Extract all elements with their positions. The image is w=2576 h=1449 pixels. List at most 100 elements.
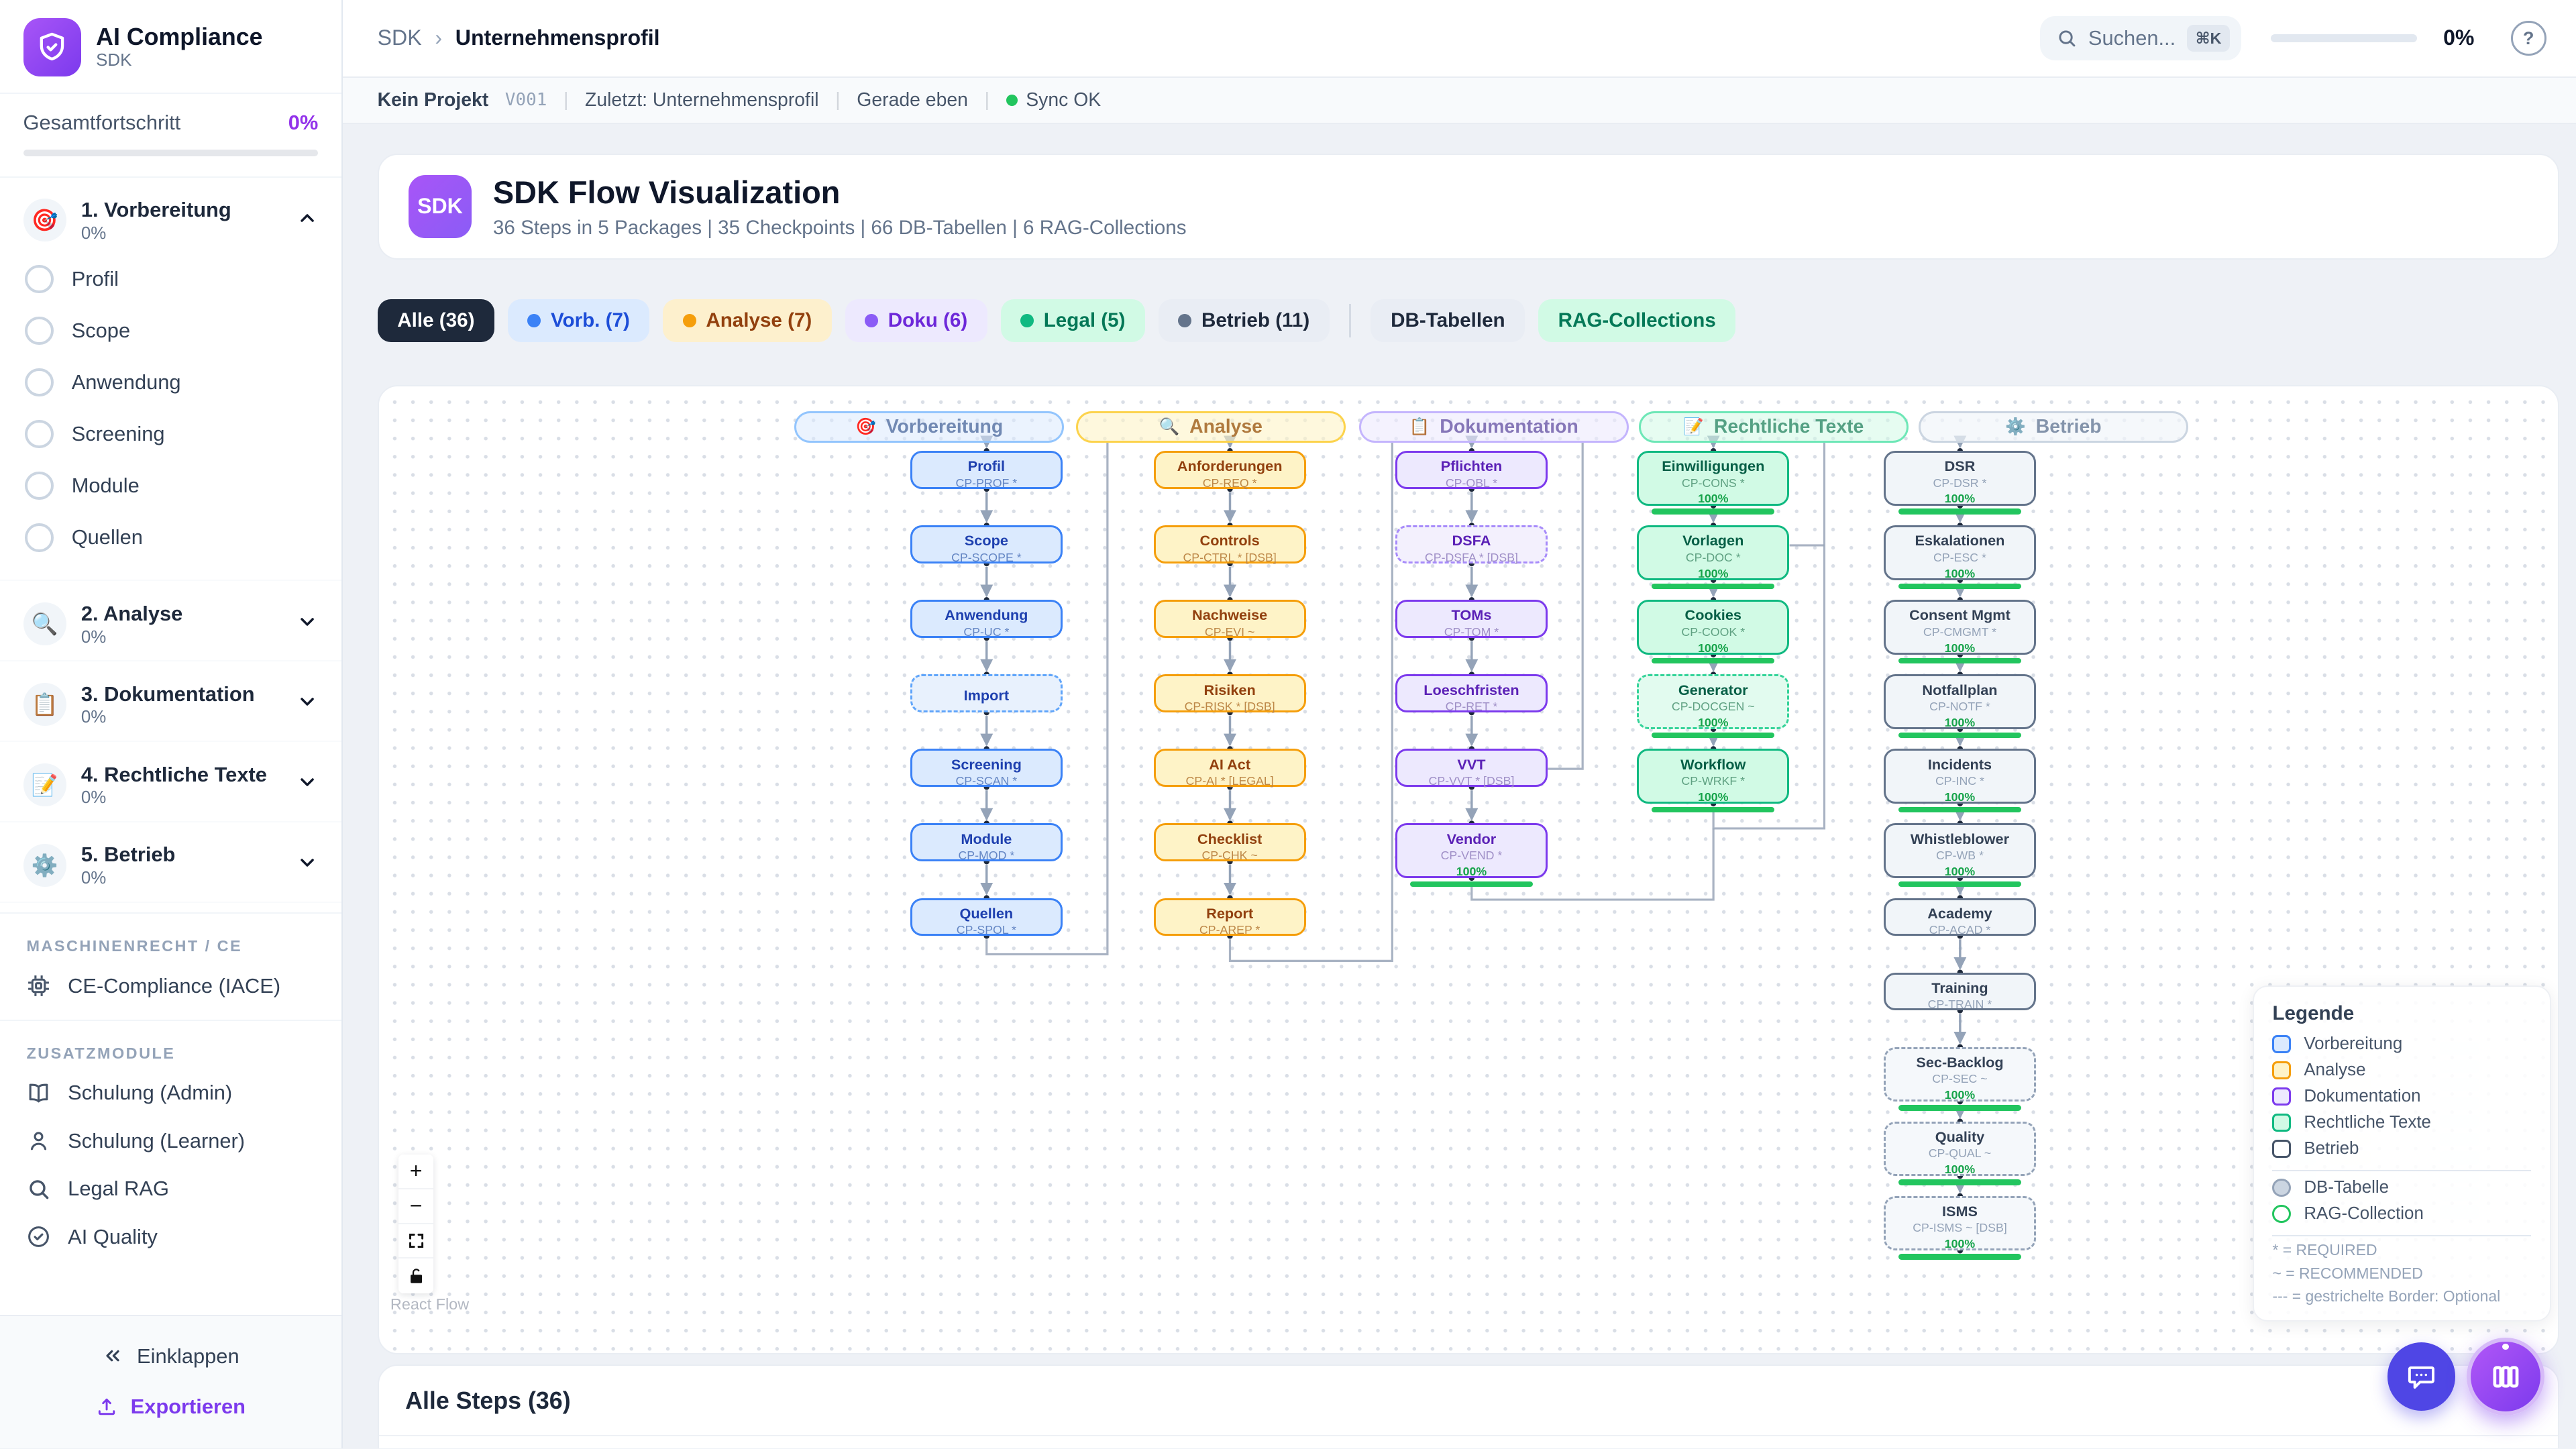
sidebar-item-quellen[interactable]: Quellen (20, 512, 322, 564)
flow-node-quality[interactable]: Quality CP-QUAL ~100% (1883, 1121, 2036, 1185)
sidebar-item-anwendung[interactable]: Anwendung (20, 357, 322, 409)
flow-node-einwilligungen[interactable]: Einwilligungen CP-CONS * 100% (1637, 451, 1790, 515)
search-input[interactable]: Suchen... ⌘K (2040, 15, 2242, 61)
flow-node-consent-mgmt[interactable]: Consent Mgmt CP-CMGMT * 100% (1883, 600, 2036, 664)
chip-dot-icon (1020, 314, 1034, 327)
zoom-out-button[interactable]: − (398, 1189, 434, 1224)
flow-node-whistleblower[interactable]: Whistleblower CP-WB * 100% (1883, 823, 2036, 888)
sidebar-subitems: Profil Scope Anwendung Screening Module Quell… (20, 250, 322, 573)
topbar-progress-track (2271, 34, 2417, 43)
flow-node-generator[interactable]: Generator CP-DOCGEN ~100% (1637, 674, 1790, 739)
flow-node-loeschfristen[interactable]: Loeschfristen CP-RET * (1395, 674, 1548, 713)
package-header-blue[interactable]: 🎯 Vorbereitung (794, 411, 1065, 443)
flow-node-module[interactable]: Module CP-MOD * (910, 823, 1063, 862)
sidebar-section-header-5[interactable]: ⚙️ 5. Betrieb 0% (20, 836, 322, 895)
package-header-slate[interactable]: ⚙️ Betrieb (1918, 411, 2189, 443)
package-emoji-icon: 🎯 (855, 417, 876, 436)
legend-circle-icon (2272, 1178, 2291, 1197)
legend-title: Legende (2272, 1002, 2355, 1024)
legend-swatch-icon (2272, 1113, 2291, 1132)
app-subtitle: SDK (96, 51, 132, 70)
flow-node-risiken[interactable]: Risiken CP-RISK * [DSB] (1153, 674, 1306, 713)
flow-node-checklist[interactable]: Checklist CP-CHK ~ (1153, 823, 1306, 862)
flow-node-incidents[interactable]: Incidents CP-INC * 100% (1883, 749, 2036, 813)
export-button[interactable]: Exportieren (0, 1381, 341, 1432)
filter-chip-alle-36-[interactable]: Alle (36) (377, 299, 495, 342)
sidebar-section-header-2[interactable]: 🔍 2. Analyse 0% (20, 594, 322, 653)
flow-node-pflichten[interactable]: Pflichten CP-OBL * (1395, 451, 1548, 490)
flow-node-dsfa[interactable]: DSFA CP-DSFA * [DSB] (1395, 525, 1548, 564)
flow-node-scope[interactable]: Scope CP-SCOPE * (910, 525, 1063, 564)
sidebar-item-ce-compliance-iace-[interactable]: CE-Compliance (IACE) (0, 962, 341, 1010)
breadcrumb-root[interactable]: SDK (377, 25, 422, 50)
search-shortcut-badge: ⌘K (2187, 24, 2230, 52)
sidebar-item-scope[interactable]: Scope (20, 305, 322, 356)
sidebar-item-module[interactable]: Module (20, 460, 322, 512)
flow-node-toms[interactable]: TOMs CP-TOM * (1395, 600, 1548, 639)
flow-node-profil[interactable]: Profil CP-PROF * (910, 451, 1063, 490)
node-progress-bar (1898, 657, 2021, 664)
flow-canvas[interactable]: 🎯 Vorbereitung Profil CP-PROF * Scope CP-SCOP… (377, 384, 2560, 1355)
main-area: SDK › Unternehmensprofil Suchen... ⌘K 0%… (342, 0, 2576, 1449)
sidebar-item-screening[interactable]: Screening (20, 409, 322, 460)
sidebar-item-label: Schulung (Learner) (68, 1128, 246, 1152)
filter-chip-betrieb-11-[interactable]: Betrieb (11) (1158, 299, 1330, 342)
flow-node-cookies[interactable]: Cookies CP-COOK * 100% (1637, 600, 1790, 664)
lock-button[interactable] (398, 1258, 434, 1294)
flow-node-dsr[interactable]: DSR CP-DSR * 100% (1883, 451, 2036, 515)
divider (2272, 1235, 2532, 1236)
flow-node-isms[interactable]: ISMS CP-ISMS ~ [DSB] 100% (1883, 1195, 2036, 1260)
filter-chip-vorb-7-[interactable]: Vorb. (7) (507, 299, 650, 342)
flow-node-import[interactable]: Import (910, 674, 1063, 713)
flow-node-screening[interactable]: Screening CP-SCAN * (910, 749, 1063, 788)
flow-node-vorlagen[interactable]: Vorlagen CP-DOC * 100% (1637, 525, 1790, 590)
sidebar-section-header-3[interactable]: 📋 3. Dokumentation 0% (20, 675, 322, 734)
notification-dot (2502, 1343, 2510, 1350)
sidebar-item-profil[interactable]: Profil (20, 253, 322, 305)
flow-node-ai-act[interactable]: AI Act CP-AI * [LEGAL] (1153, 749, 1306, 788)
package-header-purple[interactable]: 📋 Dokumentation (1358, 411, 1629, 443)
flow-node-workflow[interactable]: Workflow CP-WRKF * 100% (1637, 749, 1790, 813)
zoom-in-button[interactable]: + (398, 1155, 434, 1189)
flow-node-notfallplan[interactable]: Notfallplan CP-NOTF * 100% (1883, 674, 2036, 739)
flow-node-sec-backlog[interactable]: Sec-Backlog CP-SEC ~100% (1883, 1046, 2036, 1111)
flow-node-anwendung[interactable]: Anwendung CP-UC * (910, 600, 1063, 639)
sidebar-item-schulung-admin-[interactable]: Schulung (Admin) (0, 1069, 341, 1118)
flow-node-vvt[interactable]: VVT CP-VVT * [DSB] (1395, 749, 1548, 788)
sidebar-item-legal-rag[interactable]: Legal RAG (0, 1165, 341, 1214)
legend-swatch-icon (2272, 1061, 2291, 1080)
flow-node-controls[interactable]: Controls CP-CTRL * [DSB] (1153, 525, 1306, 564)
sidebar-section-header-1[interactable]: 🎯 1. Vorbereitung 0% (20, 191, 322, 250)
project-status: Kein Projekt (377, 89, 489, 111)
status-bar: Kein Projekt V001 | Zuletzt: Unternehmen… (342, 77, 2576, 124)
flow-node-anforderungen[interactable]: Anforderungen CP-REQ * (1153, 451, 1306, 490)
flow-node-eskalationen[interactable]: Eskalationen CP-ESC * 100% (1883, 525, 2036, 590)
filter-chip-rag-collections[interactable]: RAG-Collections (1538, 299, 1736, 342)
filter-chip-analyse-7-[interactable]: Analyse (7) (663, 299, 832, 342)
radio-circle-icon (25, 264, 54, 294)
filter-chip-legal-5-[interactable]: Legal (5) (1000, 299, 1146, 342)
sidebar-item-ai-quality[interactable]: AI Quality (0, 1213, 341, 1261)
sidebar-sections: 🎯 1. Vorbereitung 0% Profil Scope Anwendung Sc… (0, 178, 341, 1315)
package-header-green[interactable]: 📝 Rechtliche Texte (1638, 411, 1909, 443)
collapse-sidebar-button[interactable]: Einklappen (0, 1331, 341, 1381)
package-header-yellow[interactable]: 🔍 Analyse (1075, 411, 1346, 443)
flow-node-academy[interactable]: Academy CP-ACAD * (1883, 898, 2036, 936)
sidebar-item-schulung-learner-[interactable]: Schulung (Learner) (0, 1117, 341, 1165)
section-emoji-icon: 🔍 (23, 602, 66, 646)
help-button[interactable]: ? (2510, 20, 2546, 56)
person-icon (26, 1128, 51, 1153)
flow-node-quellen[interactable]: Quellen CP-SPOL * (910, 898, 1063, 936)
chat-fab-button[interactable] (2387, 1342, 2455, 1411)
flow-node-training[interactable]: Training CP-TRAIN * (1883, 972, 2036, 1011)
page-subtitle: 36 Steps in 5 Packages | 35 Checkpoints … (492, 216, 1187, 239)
fit-view-button[interactable] (398, 1224, 434, 1259)
package-emoji-icon: 📋 (1409, 417, 1430, 436)
filter-chip-doku-6-[interactable]: Doku (6) (845, 299, 987, 342)
flow-node-nachweise[interactable]: Nachweise CP-EVI ~ (1153, 600, 1306, 639)
columns-fab-button[interactable] (2467, 1338, 2545, 1416)
filter-chip-db-tabellen[interactable]: DB-Tabellen (1371, 299, 1525, 342)
flow-node-report[interactable]: Report CP-AREP * (1153, 898, 1306, 936)
flow-node-vendor[interactable]: Vendor CP-VEND * 100% (1395, 823, 1548, 888)
sidebar-section-header-4[interactable]: 📝 4. Rechtliche Texte 0% (20, 755, 322, 814)
